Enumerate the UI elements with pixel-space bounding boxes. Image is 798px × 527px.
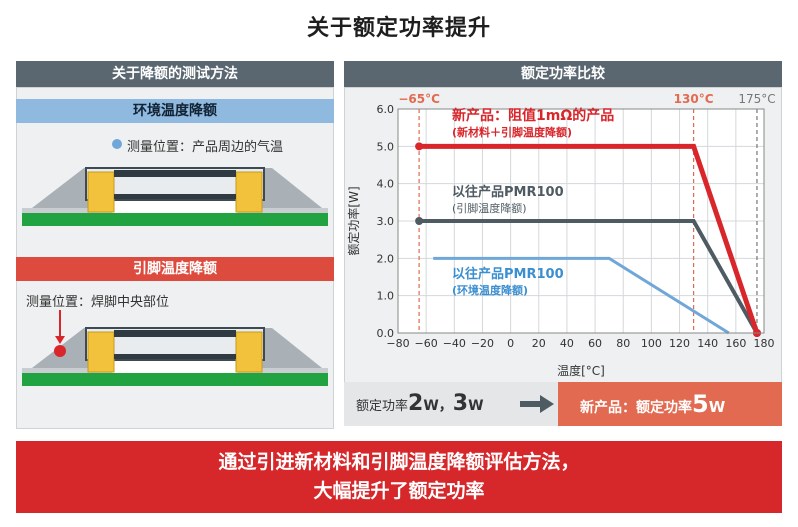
x-tick-label: −60 [415, 337, 438, 350]
arrow-right-icon [520, 395, 554, 413]
series-label-new-product: 新产品：阻值1mΩ的产品 [452, 107, 614, 124]
summary-value-3: 3 [452, 391, 469, 416]
series-line-1 [419, 219, 759, 334]
summary-value-5: 5 [692, 390, 709, 418]
terminal-measure-note: 测量位置：焊脚中央部位 [26, 295, 170, 310]
y-tick-label: 5.0 [377, 140, 395, 153]
summary-unit-5: W [708, 398, 726, 416]
series-point [415, 217, 424, 225]
series-sub-new-product: (新材料＋引脚温度降额) [452, 125, 572, 139]
x-tick-label: −80 [386, 337, 409, 350]
series-label-pmr100-terminal: 以往产品PMR100 [452, 184, 564, 200]
series-sub-pmr100-ambient: (环境温度降额) [452, 283, 528, 297]
series-line-2 [433, 256, 730, 335]
conclusion-line-1: 通过引进新材料和引脚温度降额评估方法， [218, 451, 580, 473]
conclusion-banner: 通过引进新材料和引脚温度降额评估方法， 大幅提升了额定功率 [16, 441, 782, 513]
reference-label: −65°C [398, 92, 440, 106]
y-tick-label: 3.0 [377, 215, 395, 228]
x-tick-label: 80 [616, 337, 630, 350]
x-tick-label: −40 [443, 337, 466, 350]
reference-label: 130°C [674, 92, 714, 106]
pcb-board [22, 213, 328, 226]
x-tick-label: 20 [532, 337, 546, 350]
x-tick-label: 60 [588, 337, 602, 350]
series-line-0 [419, 143, 760, 334]
derating-chart: −65°C 130°C 175°C −80 −60 −40 −20 0 20 40 60 80 100… [346, 92, 776, 378]
ambient-derating-title: 环境温度降额 [16, 99, 334, 123]
x-tick-label: 40 [560, 337, 574, 350]
y-tick-label: 6.0 [377, 103, 395, 116]
x-axis-label: 温度[°C] [557, 363, 605, 378]
series-sub-pmr100-terminal: (引脚温度降额) [452, 201, 527, 215]
x-tick-label: 180 [754, 337, 775, 350]
summary-unit-3: W [468, 398, 484, 414]
reference-label: 175°C [738, 92, 775, 106]
y-tick-label: 0.0 [377, 327, 395, 340]
x-tick-label: 100 [641, 337, 662, 350]
summary-separator: ， [438, 398, 453, 414]
conclusion-line-2: 大幅提升了额定功率 [313, 480, 485, 502]
summary-previous: 额定功率2W，3W [344, 382, 558, 426]
series-label-pmr100-ambient: 以往产品PMR100 [452, 266, 564, 282]
x-tick-label: −20 [471, 337, 494, 350]
x-tick-label: 140 [697, 337, 718, 350]
terminal-derating-title: 引脚温度降额 [16, 257, 334, 281]
ambient-measure-note: 测量位置：产品周边的气温 [127, 140, 284, 155]
plot-border [397, 108, 765, 334]
summary-new: 新产品：额定功率5W [558, 382, 782, 426]
x-tick-label: 120 [669, 337, 690, 350]
x-tick-label: 160 [725, 337, 746, 350]
solder-left [87, 171, 115, 213]
right-panel-header: 额定功率比较 [344, 61, 782, 87]
solder-right [235, 171, 263, 213]
y-axis-label: 额定功率[W] [346, 186, 361, 255]
y-tick-label: 2.0 [377, 252, 395, 265]
page-title: 关于额定功率提升 [306, 16, 491, 41]
ambient-resistor-illustration [22, 167, 328, 226]
summary-unit-2: W [423, 398, 439, 414]
y-tick-label: 1.0 [377, 290, 395, 303]
left-panel-header: 关于降额的测试方法 [16, 61, 334, 87]
x-tick-label: 0 [507, 337, 514, 350]
terminal-resistor-illustration [22, 310, 328, 386]
summary-previous-label: 额定功率 [356, 399, 409, 414]
measure-point [54, 345, 66, 357]
series-point [415, 142, 424, 151]
summary-value-2: 2 [408, 391, 424, 416]
summary-new-label: 新产品：额定功率 [580, 400, 692, 416]
ambient-measure-dot-icon [112, 139, 122, 149]
y-tick-label: 4.0 [377, 178, 395, 191]
